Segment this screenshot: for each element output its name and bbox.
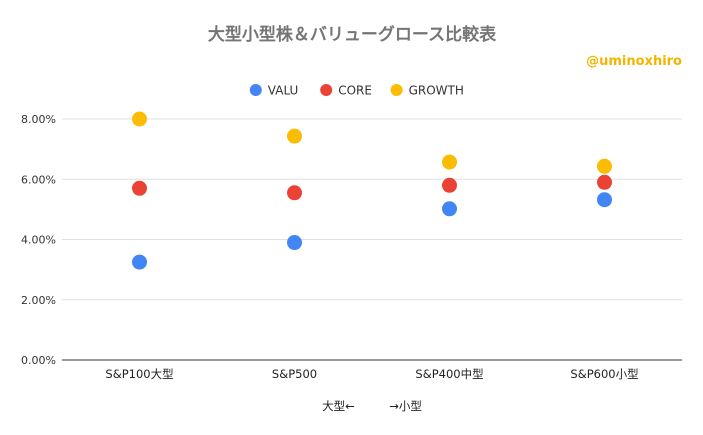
legend-label-valu: VALU [268,84,299,98]
legend-label-core: CORE [338,84,372,98]
point-core [442,177,457,193]
legend-marker-growth [390,84,403,96]
point-core [597,174,612,190]
point-valu [442,201,457,217]
y-tick-label: 2.00% [21,294,56,307]
y-tick-label: 6.00% [21,173,56,186]
x-tick-label: S&P600小型 [570,367,638,381]
x-tick-label: S&P100大型 [105,367,173,381]
point-core [287,185,302,201]
point-valu [287,235,302,251]
gridlines [62,118,682,301]
point-growth [442,154,457,170]
point-growth [287,128,302,144]
point-growth [597,158,612,174]
legend-marker-core [320,84,333,96]
y-tick-label: 0.00% [21,354,56,367]
legend-label-growth: GROWTH [409,84,464,98]
x-axis-label: 大型← →小型 [322,399,422,413]
point-core [132,180,147,196]
data-points [132,111,612,270]
legend-marker-valu [249,84,262,96]
y-tick-label: 4.00% [21,234,56,247]
legend: VALU CORE GROWTH [249,84,464,98]
x-tick-label: S&P400中型 [415,367,483,381]
chart-title: 大型小型株＆バリューグロース比較表 [208,24,497,45]
y-tick-label: 8.00% [21,113,56,126]
point-valu [132,254,147,270]
x-tick-label: S&P500 [272,367,317,381]
y-axis-ticks: 0.00% 2.00% 4.00% 6.00% 8.00% [21,113,56,367]
point-growth [132,111,147,127]
point-valu [597,192,612,208]
watermark: @uminoxhiro [586,54,682,69]
x-axis-ticks: S&P100大型 S&P500 S&P400中型 S&P600小型 [105,367,638,381]
